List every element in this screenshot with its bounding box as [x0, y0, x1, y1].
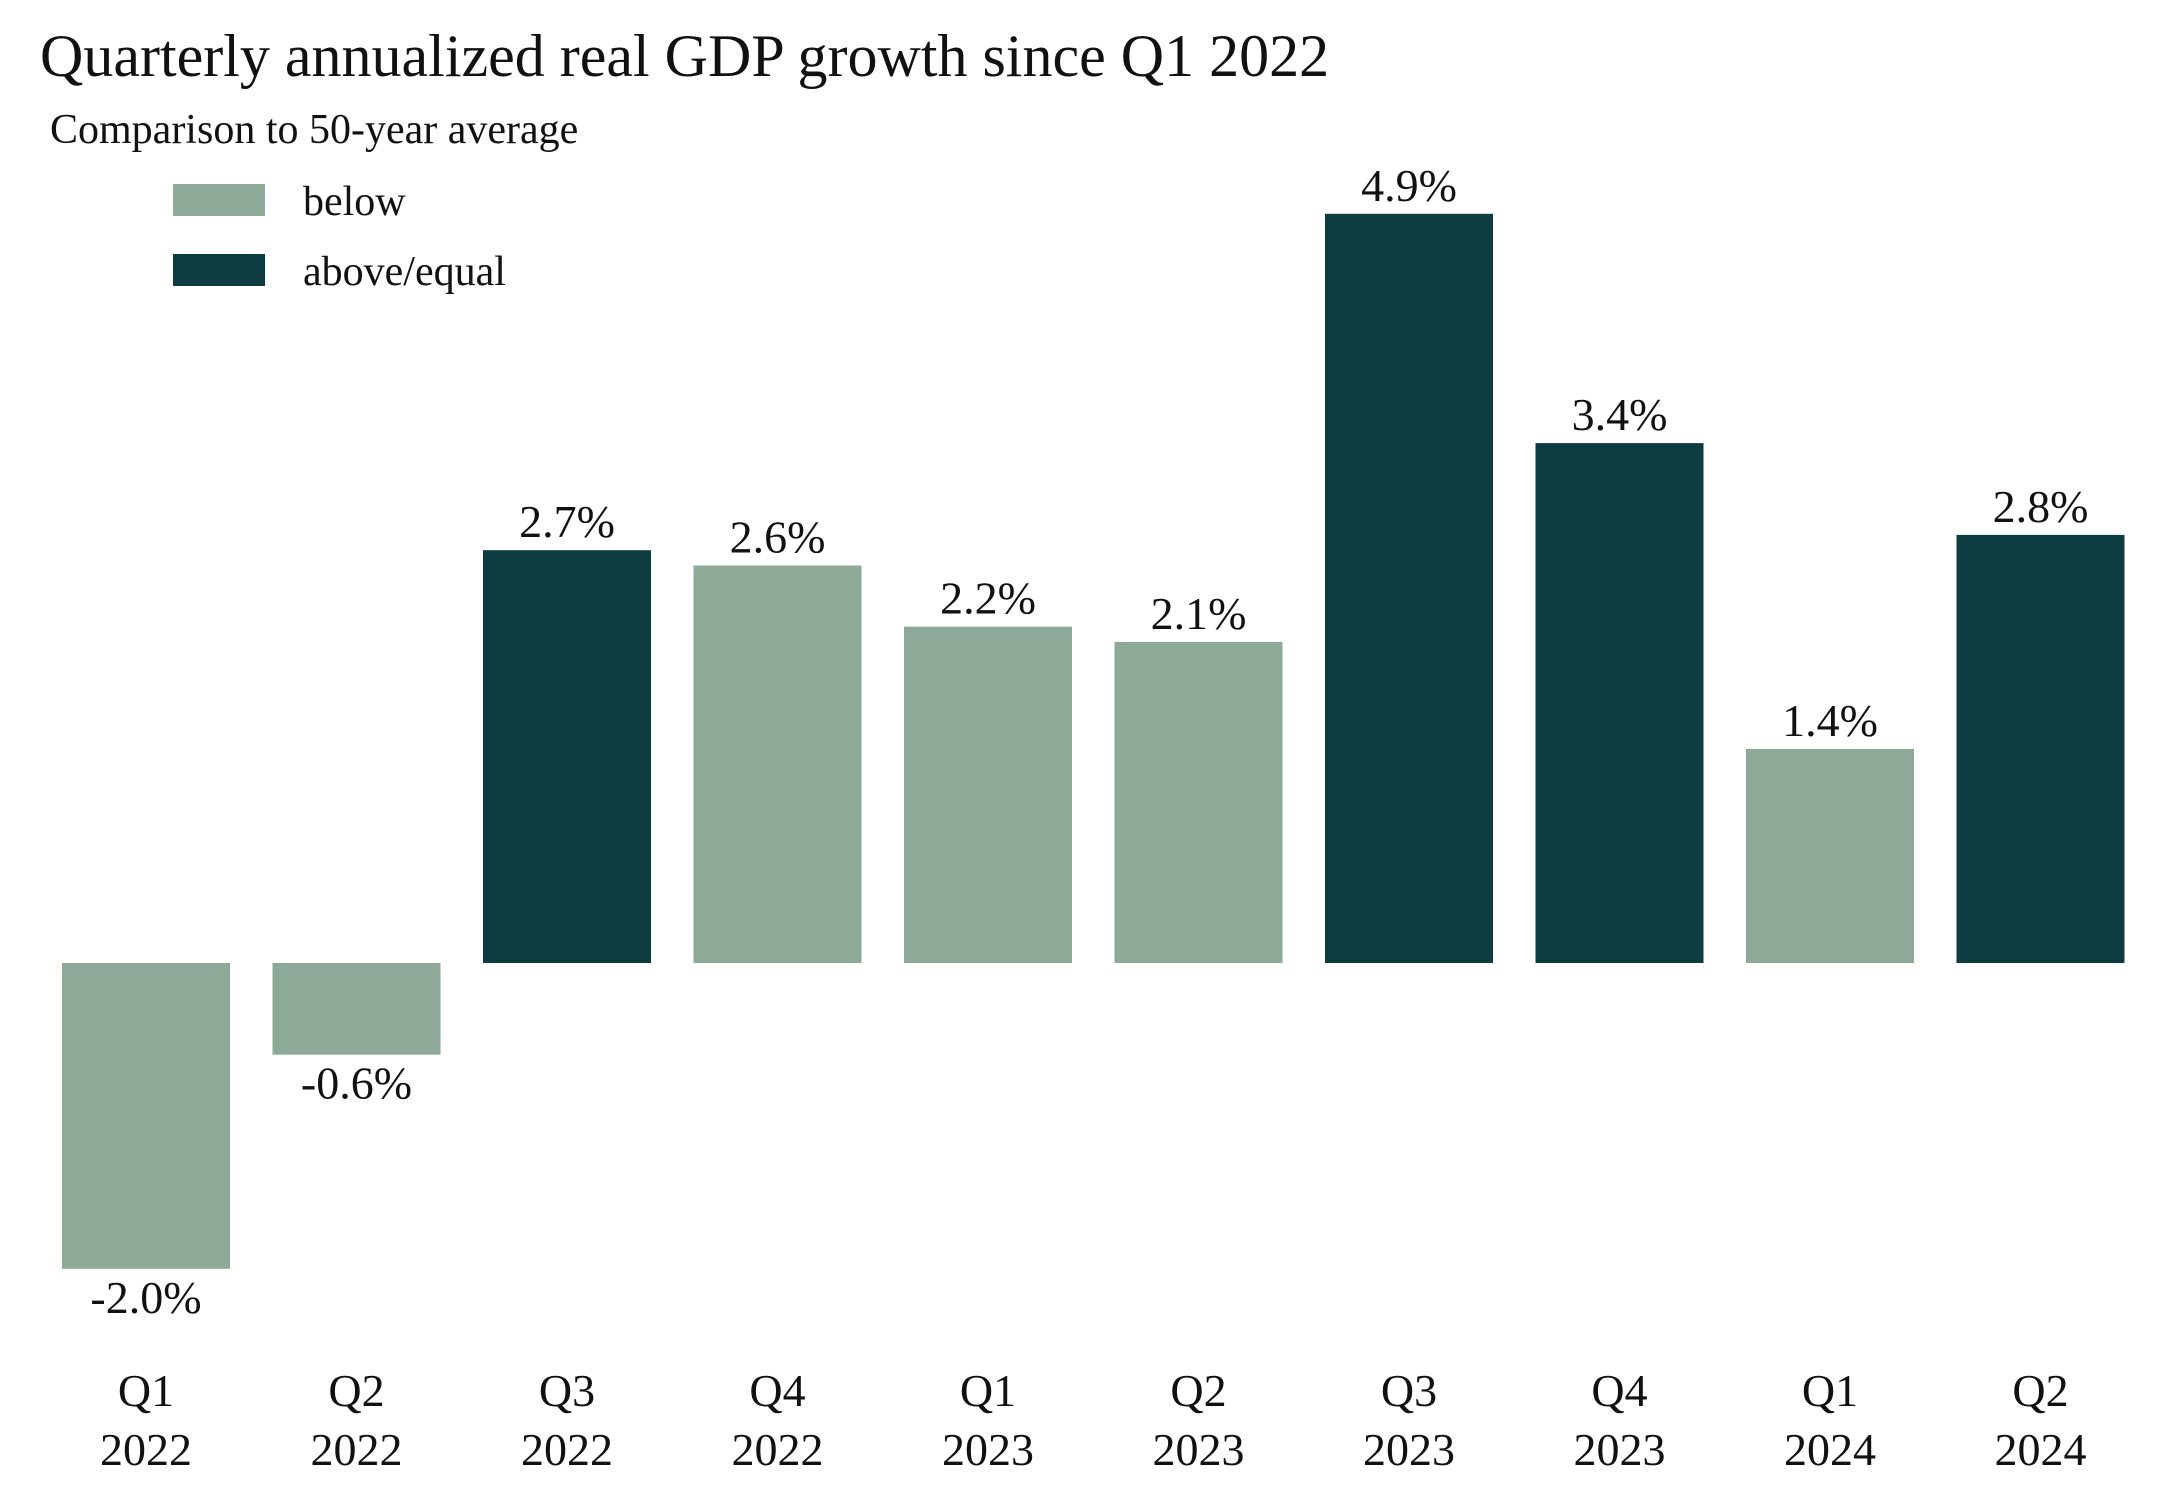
x-tick-quarter-q1-2022: Q1: [118, 1365, 174, 1416]
bar-q2-2024: [1956, 534, 2125, 963]
bar-q1-2022: [62, 963, 230, 1269]
bar-q3-2023: [1325, 213, 1493, 964]
x-tick-year-q1-2024: 2024: [1784, 1424, 1876, 1475]
x-tick-year-q2-2022: 2022: [311, 1424, 403, 1475]
x-tick-quarter-q1-2024: Q1: [1802, 1365, 1858, 1416]
bar-q2-2023: [1114, 641, 1283, 963]
bar-value-label-q4-2023: 3.4%: [1572, 389, 1668, 440]
x-tick-year-q2-2023: 2023: [1153, 1424, 1245, 1475]
x-tick-quarter-q2-2022: Q2: [328, 1365, 384, 1416]
x-tick-year-q1-2022: 2022: [100, 1424, 192, 1475]
bar-q3-2022: [483, 550, 651, 963]
bar-value-label-q3-2023: 4.9%: [1361, 160, 1457, 211]
bar-q4-2023: [1535, 443, 1704, 964]
bar-q2-2022: [272, 963, 441, 1055]
bar-value-label-q4-2022: 2.6%: [730, 512, 826, 563]
bar-value-label-q1-2023: 2.2%: [940, 573, 1036, 624]
legend-label-below: below: [303, 179, 406, 225]
bar-value-label-q1-2022: -2.0%: [90, 1272, 201, 1323]
x-tick-year-q2-2024: 2024: [1995, 1424, 2087, 1475]
x-tick-quarter-q3-2023: Q3: [1381, 1365, 1437, 1416]
x-tick-quarter-q2-2024: Q2: [2012, 1365, 2068, 1416]
bar-series: [62, 213, 2125, 1269]
x-tick-quarter-q2-2023: Q2: [1170, 1365, 1226, 1416]
bar-value-labels: -2.0% -0.6% 2.7% 2.6% 2.2% 2.1% 4.9% 3.4% 1.4% 2.…: [90, 160, 2088, 1323]
x-tick-year-q4-2023: 2023: [1574, 1424, 1666, 1475]
x-tick-year-q1-2023: 2023: [942, 1424, 1034, 1475]
legend: below above/equal: [173, 179, 506, 295]
bar-value-label-q2-2022: -0.6%: [301, 1058, 412, 1109]
legend-title: Comparison to 50-year average: [50, 107, 578, 153]
bar-q4-2022: [693, 565, 862, 963]
x-tick-year-q3-2023: 2023: [1363, 1424, 1455, 1475]
legend-label-above-equal: above/equal: [303, 249, 506, 295]
x-tick-quarter-q4-2022: Q4: [749, 1365, 805, 1416]
chart-title: Quarterly annualized real GDP growth sin…: [40, 23, 1329, 89]
legend-swatch-above-equal: [173, 254, 265, 286]
bar-value-label-q3-2022: 2.7%: [519, 496, 615, 547]
x-tick-quarter-q3-2022: Q3: [539, 1365, 595, 1416]
bar-value-label-q2-2024: 2.8%: [1993, 481, 2089, 532]
x-axis-tick-labels: Q1 2022 Q2 2022 Q3 2022 Q4 2022 Q1 2023 Q2 2023 Q3 20…: [100, 1365, 2087, 1475]
x-tick-year-q3-2022: 2022: [521, 1424, 613, 1475]
bar-value-label-q1-2024: 1.4%: [1782, 695, 1878, 746]
x-tick-quarter-q4-2023: Q4: [1591, 1365, 1647, 1416]
bar-q1-2024: [1746, 748, 1914, 963]
x-tick-year-q4-2022: 2022: [732, 1424, 824, 1475]
bar-value-label-q2-2023: 2.1%: [1151, 588, 1247, 639]
x-tick-quarter-q1-2023: Q1: [960, 1365, 1016, 1416]
bar-q1-2023: [904, 626, 1072, 963]
legend-swatch-below: [173, 184, 265, 216]
